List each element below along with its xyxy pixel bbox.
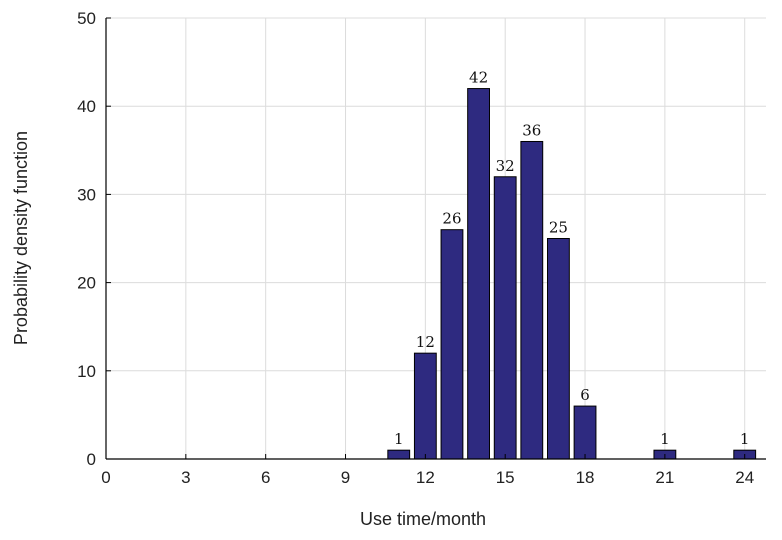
x-tick-label: 9: [341, 468, 350, 487]
bar-data-label: 1: [660, 430, 670, 448]
bar-data-label: 25: [549, 219, 568, 237]
bar-data-label: 32: [496, 157, 515, 175]
bar: [520, 140, 544, 460]
x-axis-label: Use time/month: [360, 509, 486, 529]
x-tick-label: 0: [101, 468, 110, 487]
y-tick-label: 40: [77, 97, 96, 116]
bar-data-label: 36: [522, 121, 541, 139]
bar: [467, 88, 490, 460]
bar-data-label: 12: [416, 333, 435, 351]
y-axis-label: Probability density function: [11, 131, 31, 345]
axes: [105, 18, 766, 460]
x-tick-label: 18: [576, 468, 595, 487]
bar-data-label: 26: [442, 210, 461, 228]
data-labels: 1 12 26 42 32 36 25 6 1 1: [394, 69, 750, 449]
y-tick-label: 20: [77, 274, 96, 293]
x-tick-label: 3: [181, 468, 190, 487]
x-tick-label: 21: [655, 468, 674, 487]
y-tick-label: 50: [77, 9, 96, 28]
bar-data-label: 6: [580, 386, 590, 404]
y-tick-label: 30: [77, 185, 96, 204]
bar: [440, 229, 464, 460]
x-tick-label: 24: [735, 468, 754, 487]
y-tick-label: 10: [77, 362, 96, 381]
x-tick-label: 15: [496, 468, 515, 487]
bar-data-label: 1: [740, 430, 750, 448]
bars: [387, 88, 757, 460]
bar-data-label: 42: [469, 69, 488, 87]
bar-data-label: 1: [394, 430, 404, 448]
x-tick-label: 6: [261, 468, 270, 487]
bar: [493, 176, 517, 460]
bar: [547, 238, 570, 460]
bar: [387, 449, 411, 460]
x-tick-label: 12: [416, 468, 435, 487]
bar: [573, 405, 597, 460]
bar: [413, 352, 437, 460]
y-tick-label: 0: [87, 450, 96, 469]
